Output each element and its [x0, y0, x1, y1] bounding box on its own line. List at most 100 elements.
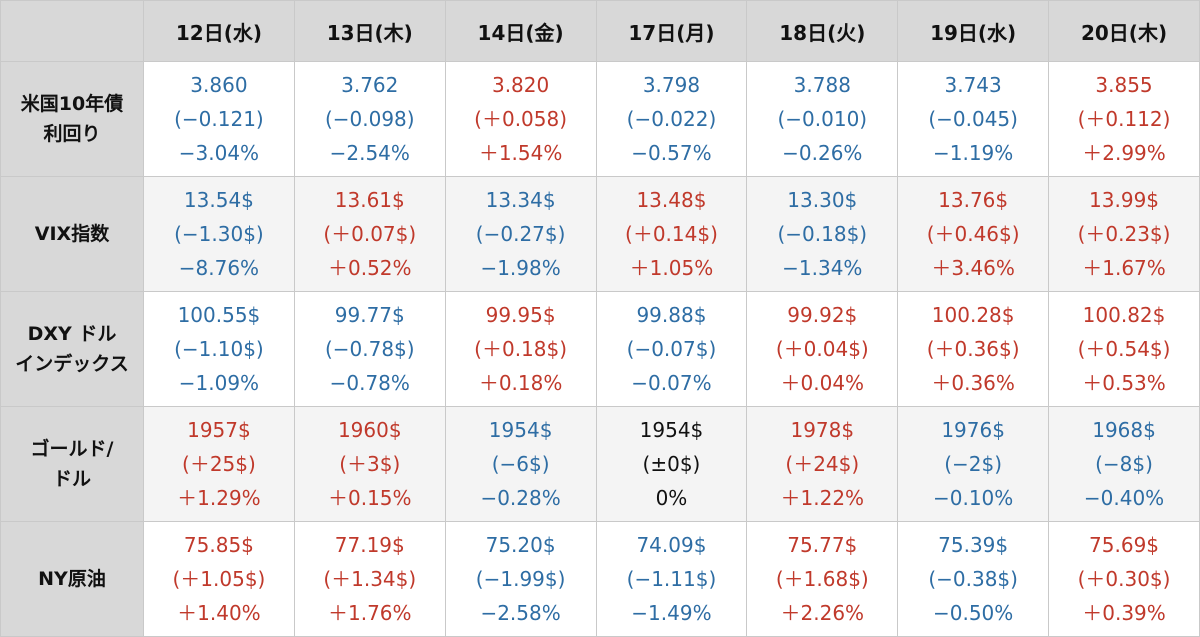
change-value: (−0.38$)	[928, 567, 1018, 591]
price-value: 75.77$	[787, 533, 858, 557]
price-value: 75.85$	[183, 533, 254, 557]
price-value: 13.54$	[183, 188, 254, 212]
change-value: (−8$)	[1095, 452, 1153, 476]
us10y-row: 米国10年債 利回り 3.860 (−0.121) −3.04% 3.762 (−0.098…	[0, 61, 1200, 177]
value-cell: 75.20$ (−1.99$) −2.58%	[444, 521, 597, 637]
row-label-line: VIX指数	[34, 223, 110, 245]
price-value: 75.69$	[1089, 533, 1160, 557]
value-cell: 1978$ (＋24$) ＋1.22%	[746, 406, 899, 522]
value-cell: 99.77$ (−0.78$) −0.78%	[293, 291, 446, 407]
date-header: 20日(木)	[1048, 0, 1200, 62]
percent-change: −0.57%	[631, 141, 712, 165]
percent-change: −3.04%	[178, 141, 260, 165]
price-value: 3.743	[944, 73, 1002, 97]
price-value: 1968$	[1092, 418, 1156, 442]
value-cell: 3.860 (−0.121) −3.04%	[143, 61, 295, 177]
percent-change: −0.78%	[329, 371, 410, 395]
percent-change: ＋1.54%	[478, 141, 563, 165]
price-value: 99.95$	[485, 303, 556, 327]
row-label: NY原油	[0, 521, 144, 637]
percent-change: ＋0.18%	[478, 371, 563, 395]
price-value: 13.61$	[334, 188, 405, 212]
price-value: 1954$	[488, 418, 553, 442]
change-value: (−0.78$)	[324, 337, 415, 361]
change-value: (＋0.30$)	[1077, 567, 1171, 591]
price-value: 3.798	[642, 73, 701, 97]
dxy-row: DXY ドル インデックス 100.55$ (−1.10$) −1.09% 99.77$ (…	[0, 291, 1200, 407]
percent-change: −1.49%	[631, 601, 712, 625]
change-value: (−0.27$)	[475, 222, 566, 246]
price-value: 3.820	[491, 73, 550, 97]
date-header: 17日(月)	[595, 0, 748, 62]
percent-change: −0.07%	[631, 371, 712, 395]
change-value: (＋0.54$)	[1077, 337, 1171, 361]
price-value: 13.34$	[485, 188, 556, 212]
change-value: (＋0.07$)	[323, 222, 417, 246]
change-value: (＋1.05$)	[172, 567, 266, 591]
percent-change: ＋1.29%	[177, 486, 261, 510]
percent-change: −1.34%	[782, 256, 863, 280]
percent-change: −8.76%	[178, 256, 260, 280]
price-value: 75.20$	[485, 533, 556, 557]
row-label: DXY ドル インデックス	[0, 291, 144, 407]
price-value: 100.28$	[931, 303, 1015, 327]
row-label-line: 米国10年債	[20, 93, 124, 115]
percent-change: ＋3.46%	[931, 256, 1015, 280]
percent-change: ＋0.53%	[1082, 371, 1166, 395]
percent-change: −1.09%	[178, 371, 260, 395]
value-cell: 13.54$ (−1.30$) −8.76%	[143, 176, 295, 292]
change-value: (＋0.23$)	[1077, 222, 1171, 246]
row-label-line: 利回り	[43, 123, 101, 145]
change-value: (＋0.18$)	[474, 337, 568, 361]
percent-change: ＋0.36%	[931, 371, 1015, 395]
date-header: 19日(水)	[897, 0, 1050, 62]
value-cell: 13.34$ (−0.27$) −1.98%	[444, 176, 597, 292]
price-value: 13.76$	[938, 188, 1009, 212]
change-value: (−6$)	[491, 452, 550, 476]
value-cell: 100.28$ (＋0.36$) ＋0.36%	[897, 291, 1050, 407]
corner-cell	[0, 0, 144, 62]
price-value: 1957$	[187, 418, 251, 442]
value-cell: 74.09$ (−1.11$) −1.49%	[595, 521, 748, 637]
value-cell: 100.55$ (−1.10$) −1.09%	[143, 291, 295, 407]
change-value: (＋0.36$)	[926, 337, 1020, 361]
percent-change: ＋1.76%	[327, 601, 412, 625]
percent-change: 0%	[655, 486, 688, 510]
change-value: (＋1.34$)	[323, 567, 417, 591]
percent-change: ＋1.22%	[780, 486, 865, 510]
change-value: (−0.045)	[928, 107, 1018, 131]
price-value: 3.860	[190, 73, 248, 97]
percent-change: −1.98%	[480, 256, 561, 280]
value-cell: 3.820 (＋0.058) ＋1.54%	[444, 61, 597, 177]
change-value: (＋1.68$)	[775, 567, 869, 591]
value-cell: 1960$ (＋3$) ＋0.15%	[293, 406, 446, 522]
value-cell: 13.61$ (＋0.07$) ＋0.52%	[293, 176, 446, 292]
change-value: (−0.022)	[626, 107, 717, 131]
value-cell: 99.92$ (＋0.04$) ＋0.04%	[746, 291, 899, 407]
wti-row: NY原油 75.85$ (＋1.05$) ＋1.40% 77.19$ (＋1.34$) ＋1…	[0, 521, 1200, 637]
row-label-line: インデックス	[15, 353, 129, 375]
value-cell: 75.85$ (＋1.05$) ＋1.40%	[143, 521, 295, 637]
price-value: 3.788	[793, 73, 851, 97]
value-cell: 3.798 (−0.022) −0.57%	[595, 61, 748, 177]
value-cell: 3.743 (−0.045) −1.19%	[897, 61, 1050, 177]
change-value: (＋0.058)	[474, 107, 568, 131]
value-cell: 13.30$ (−0.18$) −1.34%	[746, 176, 899, 292]
date-header: 18日(火)	[746, 0, 899, 62]
value-cell: 3.855 (＋0.112) ＋2.99%	[1048, 61, 1200, 177]
percent-change: ＋1.67%	[1082, 256, 1166, 280]
value-cell: 1957$ (＋25$) ＋1.29%	[143, 406, 295, 522]
price-value: 1976$	[941, 418, 1005, 442]
value-cell: 75.77$ (＋1.68$) ＋2.26%	[746, 521, 899, 637]
price-value: 75.39$	[938, 533, 1009, 557]
percent-change: ＋0.39%	[1082, 601, 1166, 625]
value-cell: 1954$ (−6$) −0.28%	[444, 406, 597, 522]
value-cell: 77.19$ (＋1.34$) ＋1.76%	[293, 521, 446, 637]
price-value: 13.48$	[636, 188, 707, 212]
change-value: (−0.098)	[324, 107, 415, 131]
date-header: 13日(木)	[293, 0, 446, 62]
price-value: 1978$	[790, 418, 855, 442]
change-value: (±0$)	[642, 452, 701, 476]
percent-change: ＋1.05%	[629, 256, 714, 280]
